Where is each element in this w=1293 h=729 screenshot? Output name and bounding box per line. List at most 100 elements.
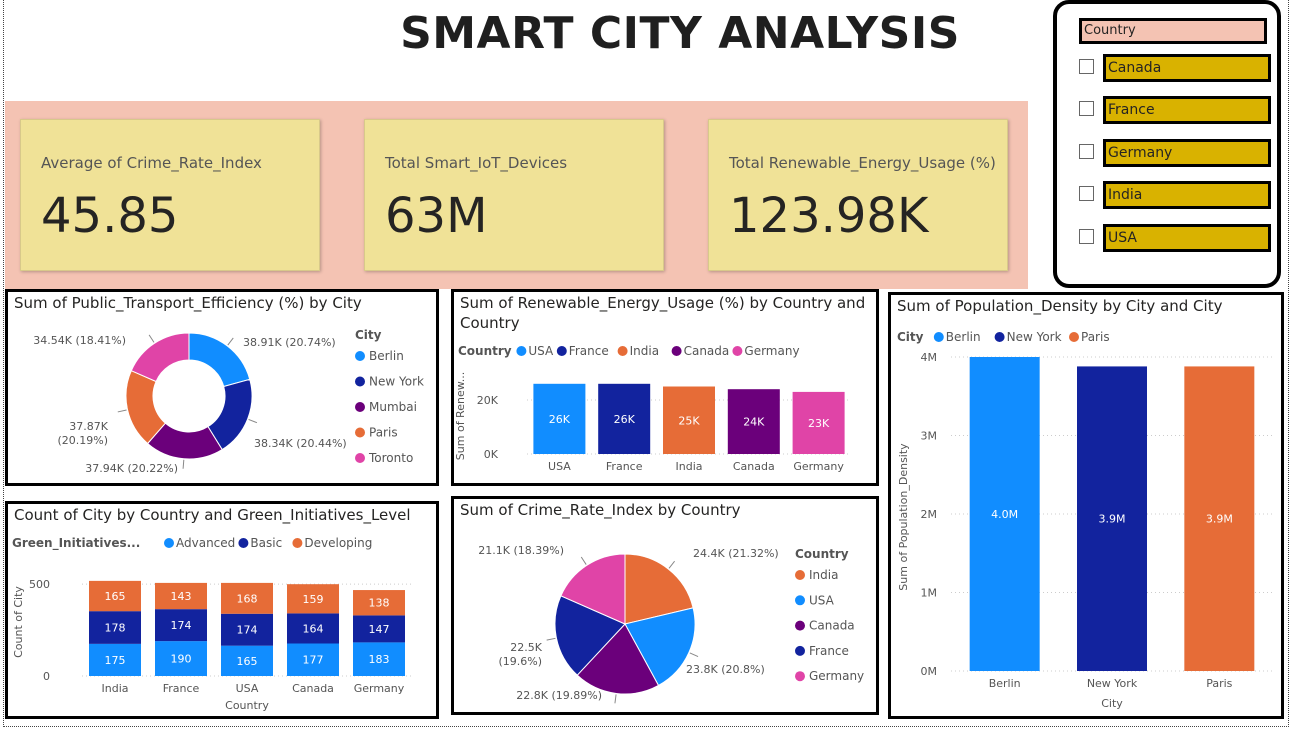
- slice-germany: [560, 553, 626, 625]
- chart-title: Sum of Population_Density by City and Ci…: [897, 297, 1223, 315]
- data-label-usa: 26K: [549, 413, 571, 426]
- leader-line-toronto: [148, 334, 155, 343]
- data-label-basic-germany: 147: [369, 623, 390, 636]
- legend-marker-toronto: [355, 453, 365, 463]
- data-label-germany: 21.1K (18.39%): [478, 544, 564, 557]
- x-tick-label-india: India: [102, 682, 129, 695]
- chart-title: Sum of Public_Transport_Efficiency (%) b…: [14, 294, 362, 312]
- x-tick-label-france: France: [163, 682, 200, 695]
- slicer-item-france[interactable]: France: [1077, 96, 1273, 124]
- slicer-item-label: Germany: [1103, 139, 1271, 167]
- legend-item-basic: Basic: [250, 536, 282, 550]
- legend-marker-canada: [671, 346, 682, 356]
- legend-item-india: India: [630, 344, 659, 358]
- legend-item-germany: Germany: [744, 344, 799, 358]
- checkbox[interactable]: [1079, 101, 1094, 116]
- legend-item-advanced: Advanced: [176, 536, 235, 550]
- data-label-new-york: 38.34K (20.44%): [254, 437, 347, 450]
- chart-title: Sum of Renewable_Energy_Usage (%) by Cou…: [460, 293, 865, 333]
- legend-title: City: [355, 328, 382, 342]
- transport-efficiency-panel[interactable]: Sum of Public_Transport_Efficiency (%) b…: [5, 289, 439, 486]
- kpi-card-renewable-energy[interactable]: Total Renewable_Energy_Usage (%) 123.98K: [708, 119, 1008, 271]
- data-label-developing-canada: 159: [303, 593, 324, 606]
- leader-line-india: [668, 560, 676, 569]
- y-tick-label: 500: [29, 578, 50, 591]
- bar-segment-developing-usa: [221, 582, 273, 614]
- x-tick-label-new-york: New York: [1087, 677, 1138, 690]
- y-tick-label: 3M: [921, 430, 938, 443]
- slicer-item-germany[interactable]: Germany: [1077, 139, 1273, 167]
- green-initiatives-panel[interactable]: Count of City by Country and Green_Initi…: [5, 501, 439, 719]
- data-label-canada: 22.8K (19.89%): [516, 689, 602, 702]
- slicer-item-usa[interactable]: USA: [1077, 224, 1273, 252]
- population-density-panel[interactable]: Sum of Population_Density by City and Ci…: [888, 292, 1284, 719]
- x-tick-label-france: France: [606, 460, 643, 473]
- crime-rate-panel[interactable]: Sum of Crime_Rate_Index by Country 24.4K…: [451, 496, 879, 715]
- y-tick-label: 2M: [921, 508, 938, 521]
- legend-marker-mumbai: [355, 402, 365, 412]
- bar-paris: [1184, 366, 1255, 671]
- slicer-item-label: USA: [1103, 224, 1271, 252]
- kpi-value: 123.98K: [729, 188, 929, 244]
- legend-marker-india: [795, 570, 805, 580]
- x-tick-label-usa: USA: [548, 460, 571, 473]
- kpi-label: Total Smart_IoT_Devices: [385, 154, 568, 172]
- legend-marker-basic: [238, 538, 249, 548]
- kpi-card-iot-devices[interactable]: Total Smart_IoT_Devices 63M: [364, 119, 664, 271]
- renewable-energy-panel[interactable]: Sum of Renewable_Energy_Usage (%) by Cou…: [451, 289, 879, 486]
- data-label-developing-germany: 138: [369, 597, 390, 610]
- legend-item-france: France: [809, 644, 849, 658]
- legend-item-paris: Paris: [1081, 330, 1110, 344]
- kpi-card-crime-rate[interactable]: Average of Crime_Rate_Index 45.85: [20, 119, 320, 271]
- bar-segment-advanced-canada: [287, 643, 339, 676]
- y-axis-title: Count of City: [12, 586, 25, 658]
- legend-item-usa: USA: [809, 593, 835, 607]
- bar-segment-developing-france: [155, 582, 207, 610]
- chart-title: Count of City by Country and Green_Initi…: [14, 506, 411, 524]
- leader-line-mumbai: [182, 459, 185, 469]
- kpi-value: 63M: [385, 188, 488, 244]
- legend-title: Country: [795, 547, 849, 561]
- slicer-item-label: Canada: [1103, 54, 1271, 82]
- slicer-item-canada[interactable]: Canada: [1077, 54, 1273, 82]
- page-title: SMART CITY ANALYSIS: [400, 8, 960, 59]
- leader-line-berlin: [227, 337, 234, 346]
- bar-segment-developing-germany: [353, 590, 405, 616]
- transport-donut-chart: 38.91K (20.74%) 38.34K (20.44%) 37.94K (20…: [33, 328, 424, 475]
- y-tick-label: 20K: [477, 394, 499, 407]
- legend-item-canada: Canada: [684, 344, 730, 358]
- legend-marker-france: [795, 645, 805, 656]
- x-tick-label-canada: Canada: [733, 460, 775, 473]
- checkbox[interactable]: [1079, 229, 1094, 244]
- bar-segment-advanced-india: [89, 643, 141, 676]
- x-tick-label-canada: Canada: [292, 682, 334, 695]
- y-tick-label: 1M: [921, 587, 938, 600]
- legend-item-india: India: [809, 568, 838, 582]
- legend-item-germany: Germany: [809, 669, 864, 683]
- legend-marker-new-york: [994, 332, 1005, 342]
- data-label-paris: 3.9M: [1206, 513, 1233, 526]
- x-axis-title: Country: [225, 699, 269, 712]
- slicer-item-label: India: [1103, 181, 1271, 209]
- bar-segment-advanced-france: [155, 641, 207, 676]
- slice-canada: [576, 623, 660, 695]
- checkbox[interactable]: [1079, 144, 1094, 159]
- leader-line-usa: [689, 652, 699, 658]
- checkbox[interactable]: [1079, 186, 1094, 201]
- bar-germany: [792, 391, 845, 454]
- checkbox[interactable]: [1079, 59, 1094, 74]
- data-label-advanced-usa: 165: [237, 655, 258, 668]
- slicer-item-india[interactable]: India: [1077, 181, 1273, 209]
- legend-item-mumbai: Mumbai: [369, 400, 417, 414]
- x-tick-label-india: India: [676, 460, 703, 473]
- legend-item-toronto: Toronto: [368, 451, 413, 465]
- leader-line-germany: [580, 556, 587, 565]
- data-label-basic-france: 174: [171, 619, 192, 632]
- bar-usa: [533, 383, 586, 454]
- legend-marker-berlin: [933, 332, 944, 342]
- slice-usa: [624, 607, 696, 687]
- data-label-berlin: 4.0M: [991, 508, 1018, 521]
- y-tick-label: 4M: [921, 351, 938, 364]
- slice-toronto: [130, 332, 190, 383]
- renewable-bar-chart: Country USA France India Canada Germany 0K 20K 2…: [454, 344, 851, 473]
